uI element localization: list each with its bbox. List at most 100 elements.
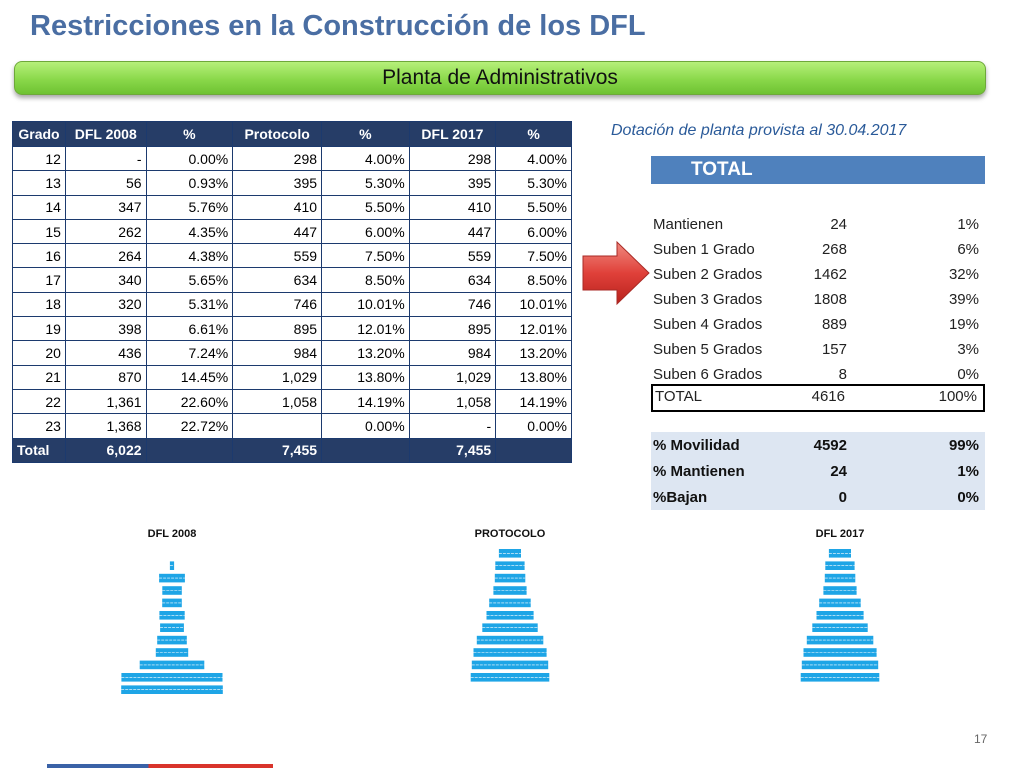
cell-pct-2008: 7.24% (145, 340, 234, 366)
table-row: 16 264 4.38% 559 7.50% 559 7.50% (12, 243, 572, 269)
cell-pct-2017: 12.01% (495, 316, 572, 342)
total-cell-dfl-2008: 6,022 (64, 437, 147, 463)
dotacion-value: 268 (821, 241, 847, 258)
cell-dfl-2017: 634 (408, 267, 497, 293)
movilidad-pct: 1% (957, 463, 979, 480)
movilidad-label: % Mantienen (653, 463, 745, 480)
header-pct-2017: % (495, 121, 572, 147)
bar-grado-18 (812, 623, 868, 632)
cell-pct-protocolo: 8.50% (321, 267, 410, 293)
cell-protocolo: 298 (232, 145, 323, 172)
cell-pct-2017: 8.50% (495, 267, 572, 293)
cell-pct-protocolo: 5.30% (321, 170, 410, 196)
cell-dfl-2017: 447 (408, 218, 497, 245)
table-total-row: Total 6,022 7,455 7,455 (12, 437, 572, 463)
total-cell-pct-2017 (495, 437, 572, 463)
cell-grado: 18 (12, 291, 66, 318)
dotacion-row: Suben 3 Grados 1808 39% (651, 287, 985, 311)
total-header: TOTAL (651, 156, 985, 184)
cell-grado: 19 (12, 316, 66, 342)
bar-grado-22 (800, 673, 880, 682)
cell-pct-2008: 5.65% (145, 267, 234, 293)
dotacion-total-pct: 100% (938, 388, 977, 405)
table-row: 23 1,368 22.72% 0.00% -0.00% (12, 413, 572, 439)
dotacion-row: Suben 1 Grado 268 6% (651, 237, 985, 261)
dotacion-label: Suben 4 Grados (653, 316, 763, 333)
dotacion-value: 1462 (813, 266, 847, 283)
cell-grado: 20 (12, 340, 66, 366)
cell-pct-2008: 22.72% (145, 413, 234, 439)
cell-pct-2008: 22.60% (145, 388, 234, 415)
cell-grado: 15 (12, 218, 66, 245)
header-pct-protocolo: % (321, 121, 410, 147)
chart-title-dfl-2008: DFL 2008 (147, 528, 197, 540)
header-dfl-2017: DFL 2017 (408, 121, 497, 147)
movilidad-row: %Bajan 0 0% (651, 484, 985, 510)
pyramid-chart-12-1 (470, 549, 550, 682)
cell-dfl-2017: 298 (408, 145, 497, 172)
total-cell-pct-protocolo (321, 437, 410, 463)
cell-pct-protocolo: 0.00% (321, 413, 410, 439)
cell-protocolo: 1,058 (232, 388, 323, 415)
movilidad-label: %Bajan (653, 489, 708, 506)
movilidad-row: % Movilidad 4592 99% (651, 432, 985, 458)
right-arrow-icon (582, 240, 650, 306)
cell-grado: 23 (12, 413, 66, 439)
bar-grado-14 (494, 573, 526, 583)
cell-pct-protocolo: 10.01% (321, 291, 410, 318)
table-row: 20 436 7.24% 984 13.20% 984 13.20% (12, 340, 572, 366)
cell-protocolo: 1,029 (232, 364, 323, 390)
cell-pct-protocolo: 7.50% (321, 243, 410, 269)
footer-bar (47, 764, 273, 768)
cell-dfl-2008: - (64, 145, 147, 172)
cell-protocolo: 559 (232, 243, 323, 269)
cell-grado: 17 (12, 267, 66, 293)
cell-pct-2008: 4.35% (145, 218, 234, 245)
cell-grado: 14 (12, 194, 66, 220)
movilidad-pct: 99% (948, 437, 979, 454)
cell-grado: 13 (12, 170, 66, 196)
dotacion-row: Suben 4 Grados 889 19% (651, 312, 985, 336)
table-row: 18 320 5.31% 746 10.01% 746 10.01% (12, 291, 572, 318)
movilidad-row: % Mantienen 24 1% (651, 458, 985, 484)
cell-pct-2008: 14.45% (145, 364, 234, 390)
header-dfl-2008: DFL 2008 (64, 121, 147, 147)
total-cell-pct-2008 (145, 437, 234, 463)
cell-protocolo: 395 (232, 170, 323, 196)
cell-pct-2008: 0.93% (145, 170, 234, 196)
movilidad-value: 24 (830, 463, 847, 480)
cell-pct-2008: 5.76% (145, 194, 234, 220)
table-row: 13 56 0.93% 395 5.30% 395 5.30% (12, 170, 572, 196)
cell-dfl-2017: 746 (408, 291, 497, 318)
dotacion-label: Suben 6 Grados (653, 366, 763, 383)
dotacion-pct: 19% (948, 316, 979, 333)
cell-dfl-2017: 395 (408, 170, 497, 196)
cell-pct-2017: 0.00% (495, 413, 572, 439)
header-grado: Grado (12, 121, 66, 147)
bar-grado-18 (482, 623, 538, 632)
cell-dfl-2017: 984 (408, 340, 497, 366)
dotacion-pct: 6% (957, 241, 979, 258)
header-pct-2008: % (145, 121, 234, 147)
cell-pct-2008: 4.38% (145, 243, 234, 269)
table-row: 21 870 14.45% 1,029 13.80% 1,029 13.80% (12, 364, 572, 390)
page-number: 17 (974, 732, 988, 746)
bar-grado-17 (486, 611, 534, 620)
movilidad-block: % Movilidad 4592 99% % Mantienen 24 1% %Bajan 0… (651, 432, 985, 510)
cell-dfl-2017: 1,058 (408, 388, 497, 415)
dotacion-label: Suben 2 Grados (653, 266, 763, 283)
dotacion-total-row: TOTAL 4616 100% (651, 384, 985, 412)
grado-table: Grado DFL 2008 % Protocolo % DFL 2017 % … (12, 121, 572, 463)
cell-pct-protocolo: 6.00% (321, 218, 410, 245)
slide-title: Restricciones en la Construcción de los … (30, 10, 646, 42)
dotacion-pct: 32% (948, 266, 979, 283)
bar-grado-12 (498, 549, 521, 558)
movilidad-value: 0 (838, 489, 847, 506)
cell-pct-2008: 0.00% (145, 145, 234, 172)
cell-protocolo: 447 (232, 218, 323, 245)
table-row: 17 340 5.65% 634 8.50% 634 8.50% (12, 267, 572, 293)
bar-grado-22 (470, 673, 550, 682)
cell-protocolo: 746 (232, 291, 323, 318)
cell-pct-2017: 5.50% (495, 194, 572, 220)
cell-protocolo: 895 (232, 316, 323, 342)
